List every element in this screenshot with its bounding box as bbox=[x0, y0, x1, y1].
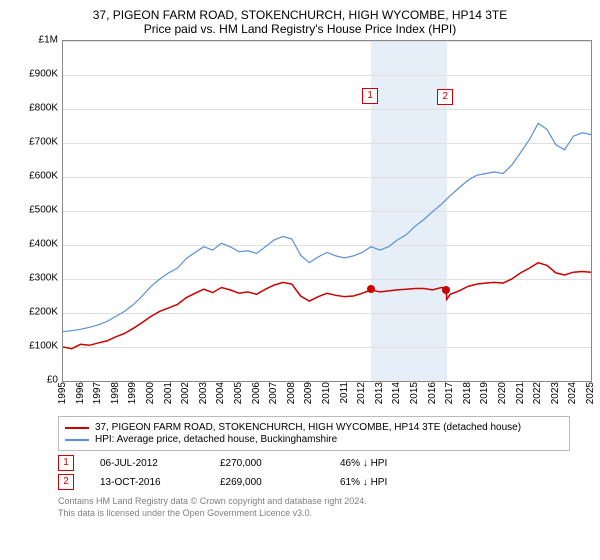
x-tick-label: 2020 bbox=[497, 382, 508, 404]
x-tick-label: 1995 bbox=[57, 382, 68, 404]
table-price: £270,000 bbox=[220, 458, 340, 469]
y-tick-label: £700K bbox=[29, 137, 58, 148]
y-tick-label: £400K bbox=[29, 239, 58, 250]
x-tick-label: 2025 bbox=[585, 382, 596, 404]
y-tick-label: £900K bbox=[29, 69, 58, 80]
x-tick-label: 2007 bbox=[268, 382, 279, 404]
y-tick-label: £600K bbox=[29, 171, 58, 182]
marker-box: 1 bbox=[362, 88, 378, 104]
x-tick-label: 2017 bbox=[444, 382, 455, 404]
legend-swatch bbox=[65, 427, 89, 429]
x-tick-label: 2023 bbox=[550, 382, 561, 404]
y-tick-label: £500K bbox=[29, 205, 58, 216]
table-delta: 61% ↓ HPI bbox=[340, 477, 460, 488]
x-tick-label: 2022 bbox=[532, 382, 543, 404]
x-tick-label: 2000 bbox=[145, 382, 156, 404]
x-tick-label: 2006 bbox=[251, 382, 262, 404]
marker-dot bbox=[442, 286, 450, 294]
table-date: 13-OCT-2016 bbox=[100, 477, 220, 488]
table-marker: 2 bbox=[58, 474, 74, 490]
x-tick-label: 2010 bbox=[321, 382, 332, 404]
legend-label: 37, PIGEON FARM ROAD, STOKENCHURCH, HIGH… bbox=[95, 422, 521, 433]
table-marker: 1 bbox=[58, 455, 74, 471]
x-tick-label: 2008 bbox=[286, 382, 297, 404]
title-block: 37, PIGEON FARM ROAD, STOKENCHURCH, HIGH… bbox=[0, 0, 600, 40]
x-tick-label: 1996 bbox=[75, 382, 86, 404]
plot-area bbox=[62, 40, 592, 382]
x-tick-label: 2009 bbox=[303, 382, 314, 404]
chart-area: £0£100K£200K£300K£400K£500K£600K£700K£80… bbox=[30, 40, 590, 410]
x-tick-label: 2005 bbox=[233, 382, 244, 404]
x-tick-label: 2013 bbox=[374, 382, 385, 404]
footer-line1: Contains HM Land Registry data © Crown c… bbox=[58, 496, 570, 508]
title-line1: 37, PIGEON FARM ROAD, STOKENCHURCH, HIGH… bbox=[0, 8, 600, 22]
x-tick-label: 2018 bbox=[462, 382, 473, 404]
x-tick-label: 2012 bbox=[356, 382, 367, 404]
data-table: 1 06-JUL-2012£270,00046% ↓ HPI 2 13-OCT-201… bbox=[58, 455, 570, 490]
footer: Contains HM Land Registry data © Crown c… bbox=[58, 496, 570, 519]
x-tick-label: 1997 bbox=[92, 382, 103, 404]
y-tick-label: £800K bbox=[29, 103, 58, 114]
x-tick-label: 2019 bbox=[479, 382, 490, 404]
legend-swatch bbox=[65, 439, 89, 441]
table-delta: 46% ↓ HPI bbox=[340, 458, 460, 469]
x-tick-label: 2016 bbox=[427, 382, 438, 404]
x-tick-label: 2015 bbox=[409, 382, 420, 404]
series-line bbox=[63, 263, 591, 349]
x-tick-label: 2004 bbox=[215, 382, 226, 404]
legend-row: 37, PIGEON FARM ROAD, STOKENCHURCH, HIGH… bbox=[65, 422, 563, 433]
y-tick-label: £200K bbox=[29, 307, 58, 318]
series-line bbox=[63, 123, 591, 331]
y-tick-label: £1M bbox=[39, 35, 58, 46]
table-row: 1 06-JUL-2012£270,00046% ↓ HPI bbox=[58, 455, 570, 471]
x-tick-label: 2021 bbox=[515, 382, 526, 404]
x-tick-label: 2014 bbox=[391, 382, 402, 404]
table-row: 2 13-OCT-2016£269,00061% ↓ HPI bbox=[58, 474, 570, 490]
table-price: £269,000 bbox=[220, 477, 340, 488]
marker-dot bbox=[367, 285, 375, 293]
legend-label: HPI: Average price, detached house, Buck… bbox=[95, 434, 337, 445]
x-tick-label: 2024 bbox=[567, 382, 578, 404]
title-line2: Price paid vs. HM Land Registry's House … bbox=[0, 22, 600, 36]
x-tick-label: 2001 bbox=[163, 382, 174, 404]
legend: 37, PIGEON FARM ROAD, STOKENCHURCH, HIGH… bbox=[58, 416, 570, 451]
x-tick-label: 2011 bbox=[339, 382, 350, 404]
y-tick-label: £300K bbox=[29, 273, 58, 284]
marker-box: 2 bbox=[437, 89, 453, 105]
x-tick-label: 2002 bbox=[180, 382, 191, 404]
y-tick-label: £100K bbox=[29, 341, 58, 352]
x-tick-label: 1998 bbox=[110, 382, 121, 404]
x-tick-label: 2003 bbox=[198, 382, 209, 404]
x-tick-label: 1999 bbox=[127, 382, 138, 404]
legend-row: HPI: Average price, detached house, Buck… bbox=[65, 434, 563, 445]
chart-container: 37, PIGEON FARM ROAD, STOKENCHURCH, HIGH… bbox=[0, 0, 600, 560]
footer-line2: This data is licensed under the Open Gov… bbox=[58, 508, 570, 520]
table-date: 06-JUL-2012 bbox=[100, 458, 220, 469]
line-series bbox=[63, 41, 591, 381]
